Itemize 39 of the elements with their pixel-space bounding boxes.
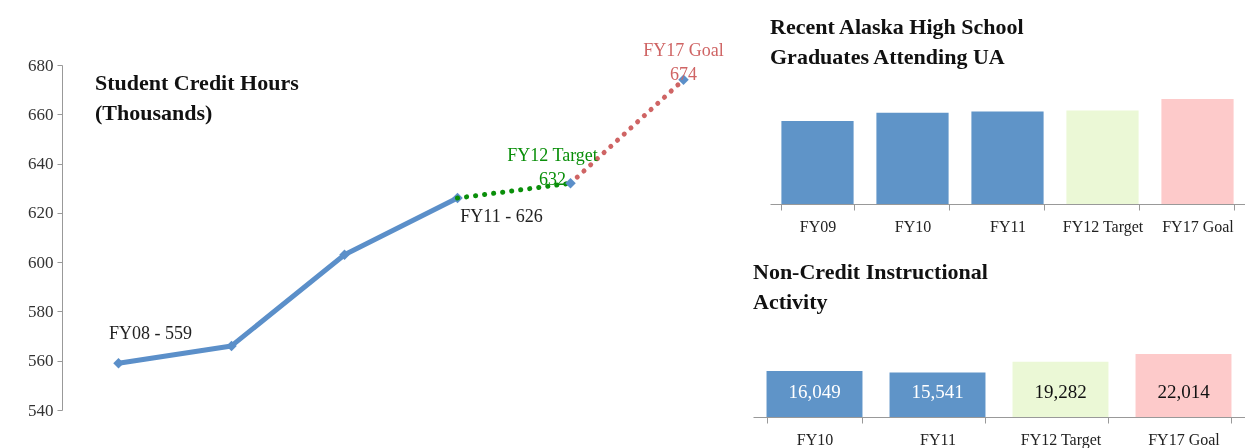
annotation: FY17 Goal 674 (643, 39, 724, 84)
x-tick-label: FY10 (796, 430, 834, 448)
y-tick-label: 620 (28, 203, 54, 223)
bar (1012, 361, 1109, 417)
annotation: FY12 Target 632 (507, 145, 598, 190)
y-tick-label: 680 (28, 55, 54, 75)
annotation: FY11 - 626 (460, 206, 543, 227)
bar (876, 112, 949, 204)
x-tick-label: FY17 Goal (1162, 217, 1235, 235)
bar (781, 121, 854, 204)
data-label: 16,049 (788, 380, 841, 402)
bar (1135, 354, 1232, 417)
point (565, 178, 576, 189)
x-tick-label: FY17 Goal (1148, 430, 1221, 448)
x-tick-label: FY09 (799, 217, 837, 235)
bar (1161, 99, 1234, 204)
bar (971, 111, 1044, 204)
data-label: 19,282 (1034, 380, 1087, 402)
y-tick-label: 660 (28, 104, 54, 124)
y-tick-label: 580 (28, 301, 54, 321)
x-tick-label: FY12 Target (1062, 217, 1144, 236)
y-tick-label: 560 (28, 351, 54, 371)
bar (766, 371, 863, 417)
y-tick-label: 640 (28, 154, 54, 174)
bar (889, 372, 986, 417)
data-label: 22,014 (1157, 380, 1211, 402)
text: Student Credit Hours (Thousands) (95, 70, 300, 125)
chart-title: Recent Alaska High School Graduates Attending UA (770, 14, 1024, 69)
x-tick-label: FY12 Target (1020, 430, 1102, 448)
x-tick-label: FY11 (990, 217, 1026, 235)
annotation: FY08 - 559 (108, 323, 193, 344)
chart-title: Non-Credit Instructional Activity (753, 259, 988, 314)
y-tick-label: 540 (28, 400, 54, 420)
y-tick-label: 600 (28, 252, 54, 272)
bar (1066, 110, 1139, 204)
data-label: 15,541 (911, 380, 964, 402)
x-tick-label: FY10 (894, 217, 932, 235)
point (339, 249, 350, 260)
x-tick-label: FY11 (920, 430, 956, 448)
